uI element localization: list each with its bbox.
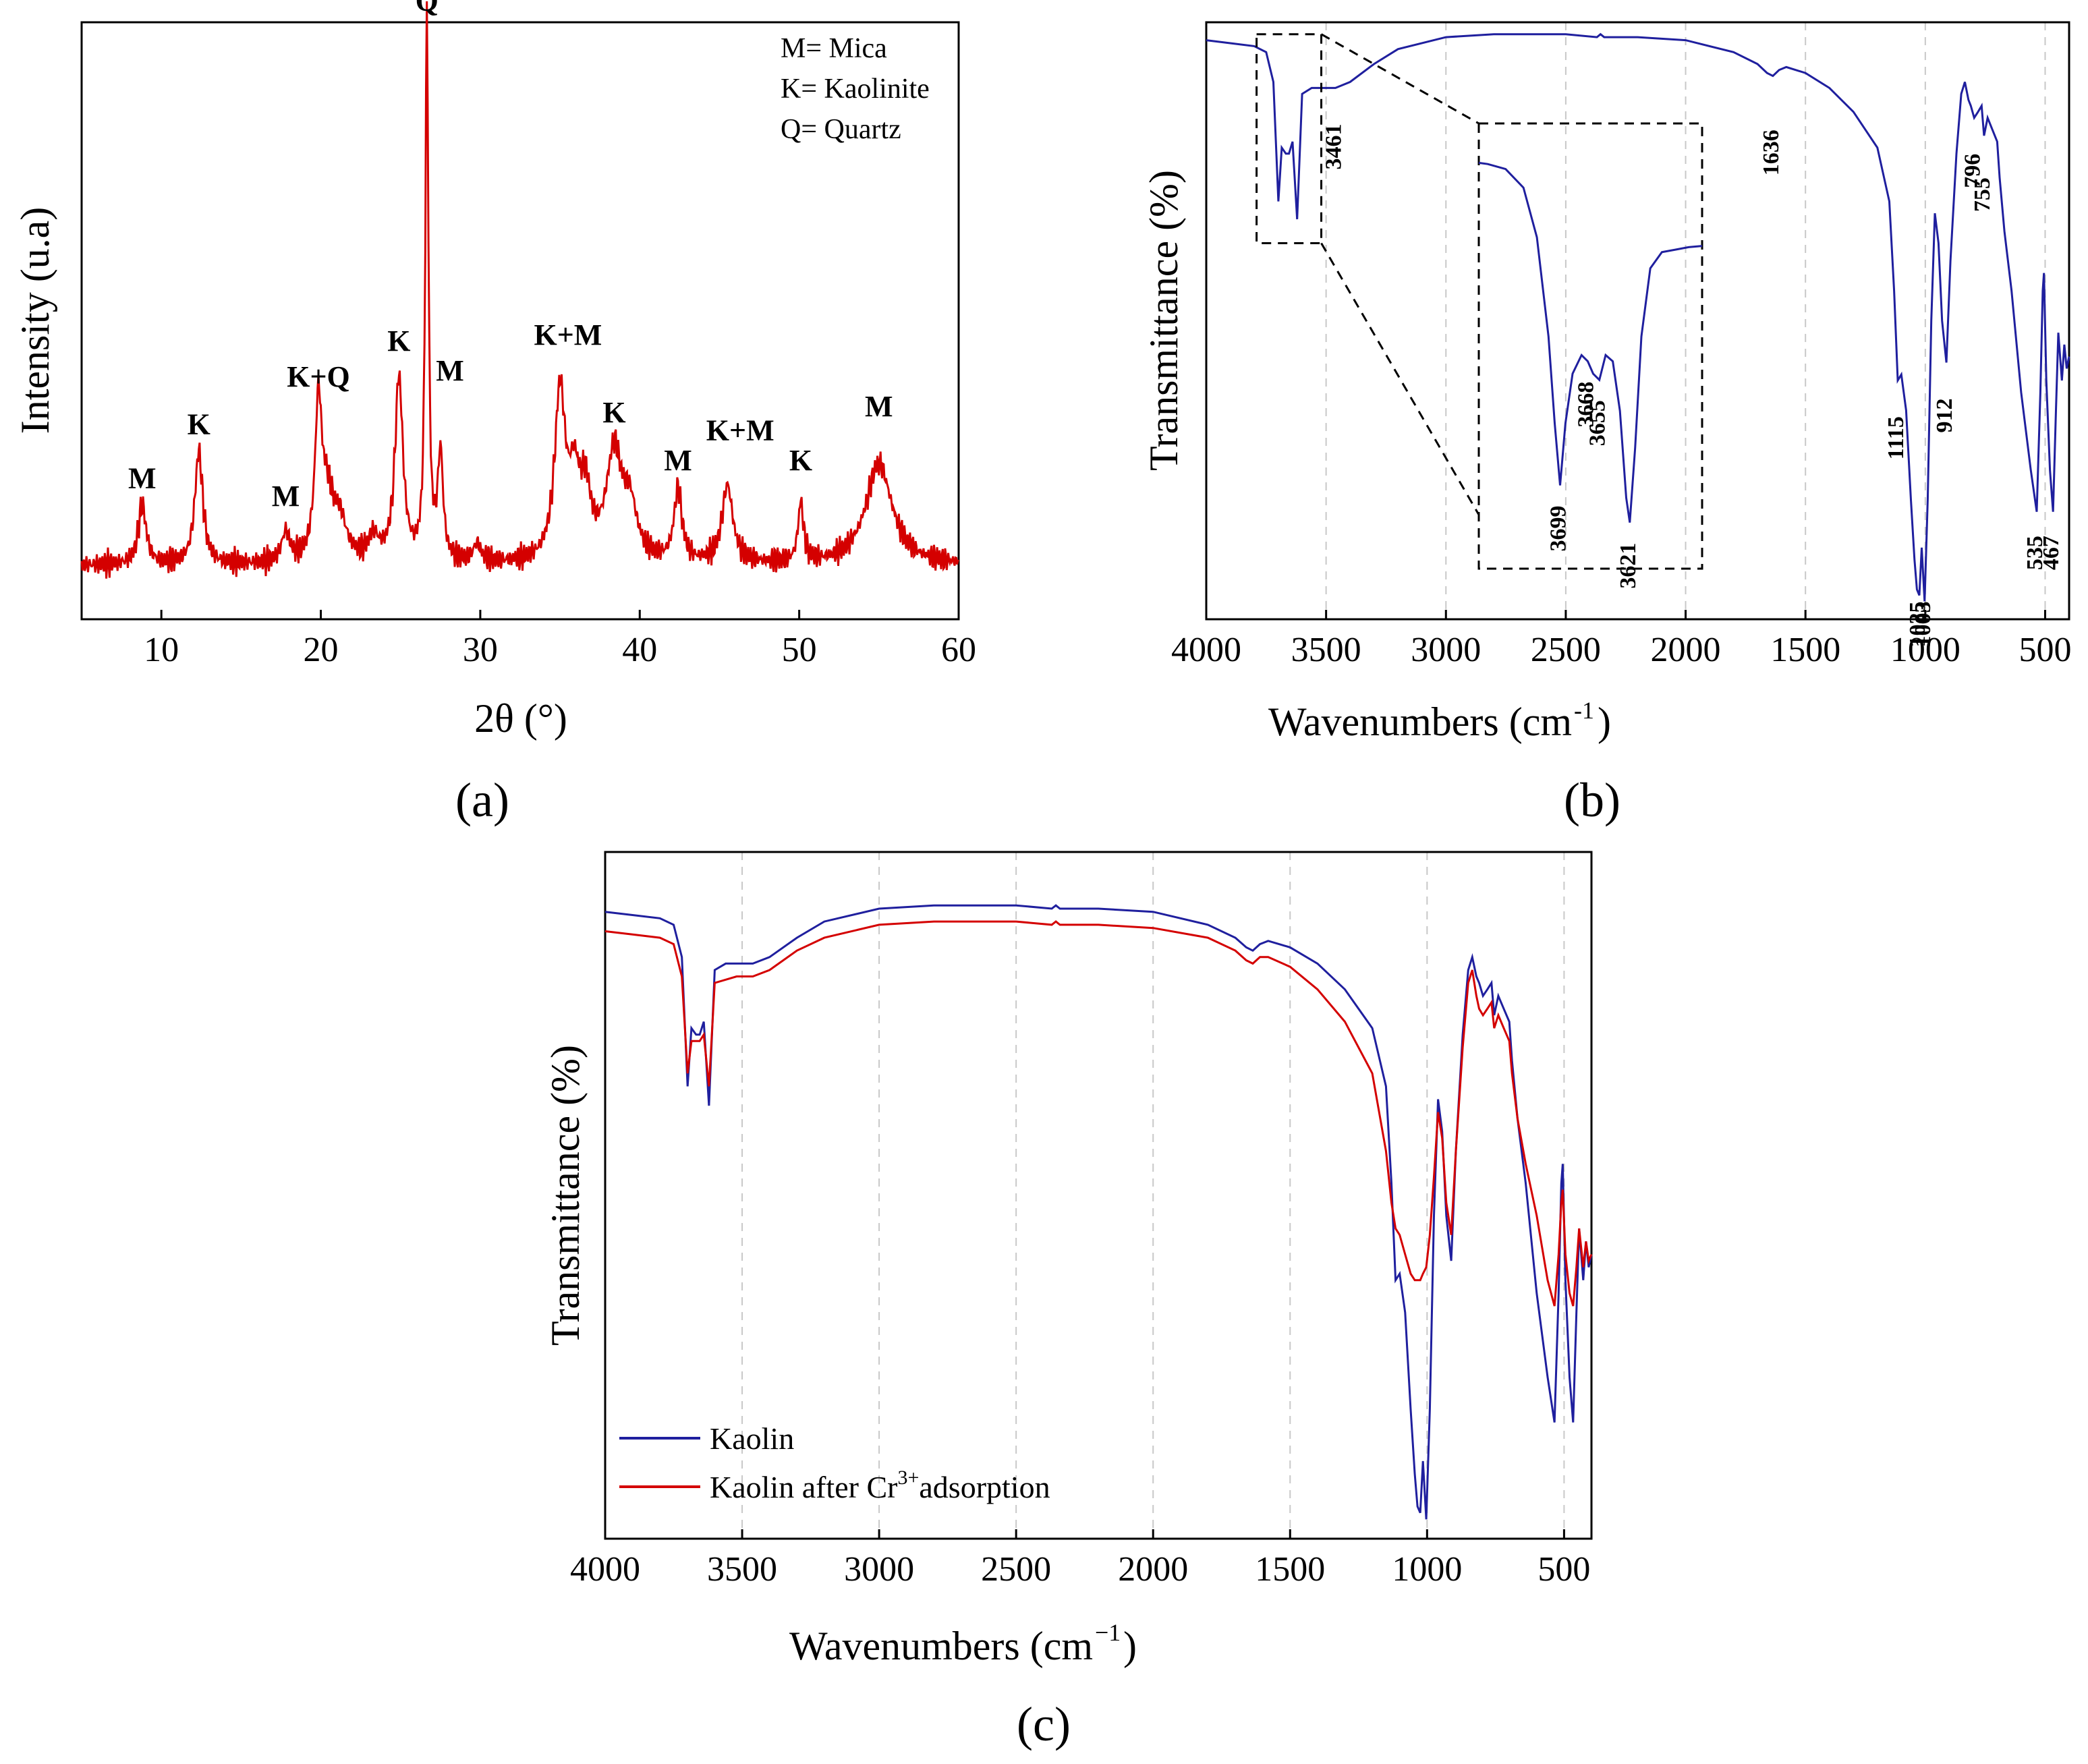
chart-b-y-axis-title: Transmittance (%) <box>1141 170 1186 471</box>
chart-a-peak-label-7: K+M <box>534 318 602 351</box>
chart-a-peak-label-11: K <box>789 444 812 477</box>
chart-c: 4000 3500 3000 2500 2000 1500 1000 500 Kaolin K… <box>543 851 1593 1751</box>
chart-a-peak-label-5: Q <box>416 0 439 17</box>
chart-c-legend: Kaolin Kaolin after Cr3+adsorption <box>619 1421 1050 1504</box>
chart-c-x-tick-label-6: 1000 <box>1392 1550 1462 1589</box>
chart-b-x-tick-label-2: 3000 <box>1411 631 1481 669</box>
chart-b-inset-connector-top <box>1320 33 1479 125</box>
chart-a-y-axis-title: Intensity (u.a) <box>13 207 57 434</box>
chart-c-x-axis-title-end: ) <box>1123 1624 1137 1668</box>
chart-a-x-tick-label-2: 30 <box>463 631 498 669</box>
chart-c-legend-kaolin: Kaolin <box>710 1421 794 1456</box>
chart-b-x-tick-label-7: 500 <box>2019 631 2071 669</box>
chart-b-peak-label-10: 3699 <box>1546 506 1571 552</box>
chart-a-key: M= Mica K= Kaolinite Q= Quartz <box>781 33 930 145</box>
chart-a-x-tick-label-1: 20 <box>304 631 339 669</box>
chart-b-inset-box <box>1477 122 1703 570</box>
chart-b-x-tick-label-6: 1000 <box>1890 631 1960 669</box>
chart-a-x-tick-label-4: 50 <box>782 631 817 669</box>
chart-b-peak-label-12: 3655 <box>1585 400 1610 446</box>
chart-a-x-tick-label-3: 40 <box>622 631 657 669</box>
chart-a-peak-label-8: K <box>602 396 625 429</box>
chart-b-zoom-source-box <box>1255 33 1323 244</box>
chart-a-peak-label-0: M <box>128 461 157 494</box>
chart-c-frame <box>604 851 1593 1540</box>
chart-c-x-axis-title: Wavenumbers (cm <box>789 1624 1093 1668</box>
chart-b-peak-label-11: 3668 <box>1574 382 1599 428</box>
chart-c-y-axis-title: Transmittance (%) <box>543 1045 588 1346</box>
chart-b-peak-label-13: 3621 <box>1616 543 1641 589</box>
chart-a-peak-label-6: M <box>436 354 464 387</box>
chart-b-x-ticks: 4000 3500 3000 2500 2000 1500 1000 500 <box>1171 610 2071 669</box>
chart-a-peak-label-4: K <box>387 324 410 358</box>
chart-c-legend-kaolin-cr-tail: adsorption <box>919 1470 1050 1504</box>
chart-a-x-tick-label-5: 60 <box>941 631 976 669</box>
chart-a-frame <box>80 21 960 621</box>
chart-b-peak-label-0: 3461 <box>1322 124 1347 170</box>
chart-b-inset-connector-bottom <box>1320 242 1480 515</box>
chart-b-peak-label-3: 1025 <box>1905 602 1930 648</box>
chart-b-peak-label-6: 796 <box>1960 154 1985 188</box>
chart-b-frame <box>1205 21 2070 621</box>
chart-b-peak-label-1: 1636 <box>1759 130 1784 175</box>
chart-c-series-kaolin-cr <box>604 920 1593 1307</box>
chart-b-x-tick-label-5: 1500 <box>1770 631 1840 669</box>
chart-c-x-tick-label-4: 2000 <box>1118 1550 1188 1589</box>
chart-a-peak-label-12: M <box>865 390 893 423</box>
chart-c-series-kaolin <box>604 904 1593 1520</box>
chart-c-x-tick-label-5: 1500 <box>1255 1550 1325 1589</box>
chart-b-inset-series-line <box>1478 161 1703 523</box>
chart-b-peak-label-8: 535 <box>2023 536 2048 570</box>
chart-c-legend-kaolin-cr: Kaolin after Cr3+adsorption <box>710 1467 1050 1504</box>
chart-b-x-tick-label-3: 2500 <box>1531 631 1601 669</box>
chart-b-x-tick-label-0: 4000 <box>1171 631 1241 669</box>
chart-c-x-ticks: 4000 3500 3000 2500 2000 1500 1000 500 <box>570 1529 1590 1589</box>
chart-a-x-ticks: 10 20 30 40 50 60 <box>144 610 976 669</box>
chart-a-peak-label-1: K <box>188 408 210 441</box>
chart-a-x-tick-label-0: 10 <box>144 631 179 669</box>
chart-a-peak-label-2: M <box>272 480 300 513</box>
chart-b-x-tick-label-1: 3500 <box>1291 631 1361 669</box>
chart-b-peak-label-2: 1115 <box>1884 416 1909 459</box>
chart-b: 4000 3500 3000 2500 2000 1500 1000 500 3461 1636… <box>1141 21 2071 827</box>
chart-b-x-axis-title: Wavenumbers (cm <box>1268 700 1572 744</box>
chart-b-peak-label-4: 1003 <box>1911 602 1936 648</box>
chart-c-x-tick-label-7: 500 <box>1537 1550 1590 1589</box>
chart-c-x-axis-title-sup: −1 <box>1095 1619 1121 1646</box>
chart-c-legend-kaolin-cr-main: Kaolin after Cr <box>710 1470 897 1504</box>
chart-a-x-axis-title: 2θ (°) <box>474 696 567 741</box>
chart-c-x-tick-label-2: 3000 <box>844 1550 914 1589</box>
chart-b-grid <box>1325 22 2046 619</box>
chart-a-peak-label-10: K+M <box>706 414 774 447</box>
chart-c-x-tick-label-0: 4000 <box>570 1550 640 1589</box>
chart-a-series-line <box>80 1 960 579</box>
chart-b-x-tick-label-4: 2000 <box>1651 631 1721 669</box>
chart-b-panel-label: (b) <box>1564 773 1620 827</box>
chart-a-key-mica: M= Mica <box>781 33 887 64</box>
chart-b-series-line <box>1206 32 2070 602</box>
chart-a-key-kaolinite: K= Kaolinite <box>781 74 930 105</box>
chart-c-legend-kaolin-cr-sup: 3+ <box>897 1467 919 1489</box>
chart-c-x-tick-label-1: 3500 <box>707 1550 777 1589</box>
chart-b-peak-label-9: 467 <box>2039 536 2064 570</box>
chart-b-x-axis-title-sup: -1 <box>1574 697 1594 724</box>
chart-a-panel-label: (a) <box>455 773 509 827</box>
chart-b-peak-label-5: 912 <box>1932 399 1957 433</box>
chart-c-panel-label: (c) <box>1017 1697 1071 1751</box>
chart-a-key-quartz: Q= Quartz <box>781 114 901 145</box>
chart-a-peak-label-9: M <box>664 444 692 477</box>
chart-b-x-axis-title-end: ) <box>1598 700 1611 744</box>
chart-a-peak-label-3: K+Q <box>287 360 350 393</box>
chart-c-x-tick-label-3: 2500 <box>981 1550 1051 1589</box>
chart-b-peak-label-7: 755 <box>1970 177 1995 212</box>
chart-c-grid <box>741 852 1565 1539</box>
